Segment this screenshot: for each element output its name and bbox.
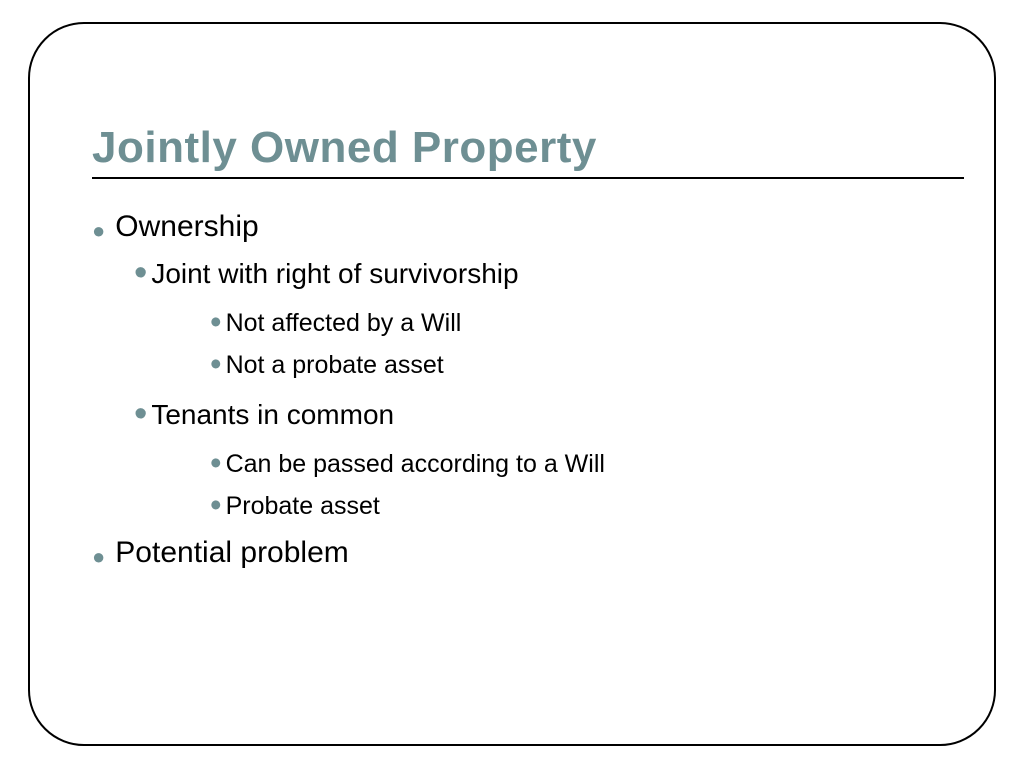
item-text: Tenants in common (151, 399, 394, 431)
list-item: • Not affected by a Will • Not a probate… (210, 301, 944, 381)
dot-bullet-icon: • (134, 252, 147, 295)
slide-title: Jointly Owned Property (92, 125, 964, 177)
dot-bullet-icon: • (210, 486, 222, 524)
bullet-row: • Not a probate asset (210, 343, 944, 381)
disc-bullet-icon: ● (92, 220, 105, 242)
bullet-row: ● Ownership (92, 210, 944, 244)
item-text: Not a probate asset (226, 351, 444, 380)
list-item: • Joint with right of survivorship • Not… (134, 250, 944, 522)
bullet-row: • Can be passed according to a Will (210, 442, 944, 480)
dot-bullet-icon: • (210, 303, 222, 341)
slide-content: ● Ownership • Joint with right of surviv… (92, 210, 944, 570)
bullet-row: • Tenants in common (134, 391, 944, 434)
title-block: Jointly Owned Property (92, 125, 964, 179)
dot-bullet-icon: • (134, 393, 147, 436)
item-text: Joint with right of survivorship (151, 258, 518, 290)
bullet-row: • Not affected by a Will (210, 301, 944, 339)
bullet-row: • Joint with right of survivorship (134, 250, 944, 293)
item-text: Ownership (115, 210, 258, 244)
item-text: Can be passed according to a Will (226, 450, 605, 479)
item-text: Potential problem (115, 536, 348, 570)
disc-bullet-icon: ● (92, 546, 105, 568)
item-text: Probate asset (226, 492, 380, 521)
list-item: • Can be passed according to a Will • Pr… (210, 442, 944, 522)
bullet-row: ● Potential problem (92, 536, 944, 570)
bullet-row: • Probate asset (210, 484, 944, 522)
title-underline (92, 177, 964, 179)
list-item: ● Potential problem (92, 536, 944, 570)
slide: Jointly Owned Property ● Ownership • Joi… (0, 0, 1024, 768)
list-item: ● Ownership • Joint with right of surviv… (92, 210, 944, 522)
item-text: Not affected by a Will (226, 309, 462, 338)
dot-bullet-icon: • (210, 444, 222, 482)
dot-bullet-icon: • (210, 345, 222, 383)
